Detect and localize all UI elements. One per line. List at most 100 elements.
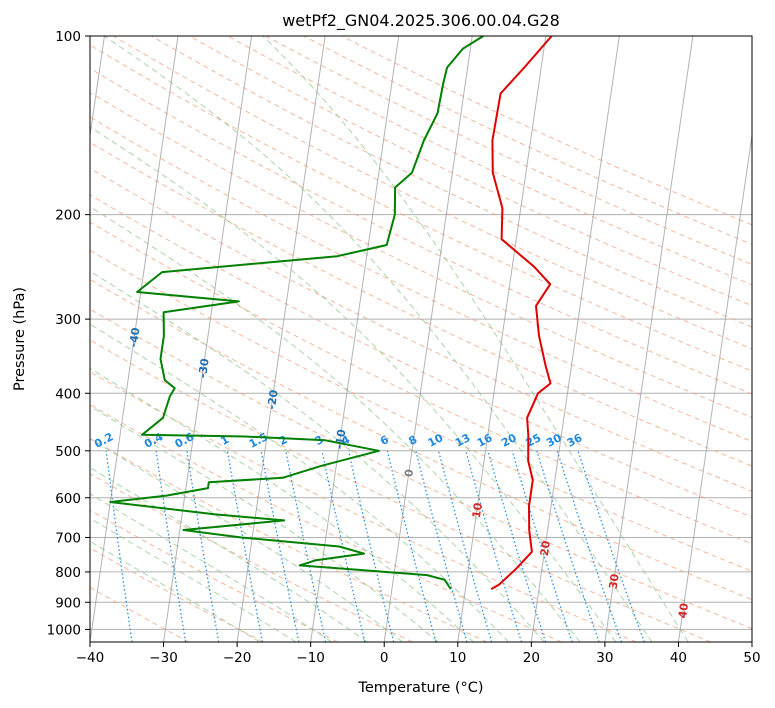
mixing-ratio-line [386,450,437,642]
dry-adiabat [90,509,339,642]
mixing-ratio-label: 20 [499,431,519,450]
y-tick-label: 700 [55,531,81,547]
mixing-ratio-line [437,450,493,642]
isotherm [457,36,547,642]
dry-adiabat [90,339,711,642]
dry-adiabat [90,67,752,395]
isotherm [383,36,473,642]
isotherm [90,36,105,139]
isotherm-label: 20 [538,540,553,557]
x-tick-label: −20 [223,650,252,666]
isotherm-label: -60 [0,246,7,268]
mixing-ratio-line [348,450,395,642]
isotherm [163,36,253,642]
dry-adiabat [90,308,752,630]
mixing-ratio-label: 25 [524,431,544,450]
dewpoint-line [109,36,484,590]
mixing-ratio-label: 0.2 [92,430,115,451]
y-tick-label: 400 [55,386,81,402]
x-axis-ticks: −40 −30 −20 −10 0 10 20 30 40 50 [76,642,761,666]
dry-adiabat [90,194,752,518]
y-tick-label: 100 [55,29,81,45]
moist-adiabat [90,206,581,642]
mixing-ratio-line [155,450,187,642]
dry-adiabat [90,586,189,642]
y-axis-title: Pressure (hPa) [12,287,28,391]
dry-adiabat [90,167,752,492]
isotherm-label: -20 [265,389,281,411]
mixing-ratio-line [536,450,600,642]
dry-adiabat [227,36,752,286]
isotherm-label: 0 [402,468,416,478]
x-tick-label: 10 [449,650,466,666]
dry-adiabat [90,116,752,442]
mixing-ratio-label: 36 [565,431,585,450]
mixing-ratio-line [577,450,645,642]
y-axis-ticks: 100 200 300 400 500 600 700 800 900 1000 [47,29,90,638]
x-tick-label: 40 [670,650,687,666]
profile-lines [109,36,553,590]
y-tick-label: 1000 [47,622,81,638]
moist-adiabat [90,540,261,642]
mixing-ratio-line [321,450,366,642]
mixing-ratio-line [465,450,523,642]
background-lines [90,36,752,642]
mixing-ratio-line [285,450,327,642]
mixing-ratio-line [487,450,547,642]
isotherm [236,36,326,642]
dry-adiabat [90,141,752,467]
mixing-ratio-label: 1.5 [247,430,270,451]
moist-adiabat [90,323,510,642]
y-tick-label: 900 [55,595,81,611]
mixing-ratio-label: 16 [475,431,495,450]
mixing-ratio-label: 0.6 [173,430,197,451]
x-tick-label: 20 [523,650,540,666]
chart-title: wetPf2_GN04.2025.306.00.04.G28 [282,11,560,31]
y-tick-label: 600 [55,491,81,507]
y-tick-label: 300 [55,312,81,328]
moist-adiabat [90,467,368,642]
moist-adiabat [262,36,689,642]
x-tick-label: 30 [596,650,613,666]
moist-adiabat [90,517,297,642]
mixing-ratio-label: 6 [378,433,391,448]
mixing-ratio-label: 30 [544,431,564,450]
y-tick-label: 800 [55,565,81,581]
moist-adiabat [90,270,545,642]
isotherm-label: 40 [676,602,691,619]
x-axis-title: Temperature (°C) [357,680,483,696]
isotherm-label: -40 [127,326,143,348]
isotherm [677,131,752,642]
dry-adiabat [90,371,637,642]
mixing-ratio-line [415,450,468,642]
x-tick-label: −10 [296,650,325,666]
dry-adiabat [90,44,752,372]
mixing-ratio-label: 10 [426,431,446,450]
isotherm-label: -30 [196,357,212,379]
isotherm [604,36,694,642]
dry-adiabat [90,278,752,601]
moist-adiabat [90,438,403,642]
mixing-ratio-line [556,450,623,642]
x-tick-label: 0 [380,650,389,666]
isotherm [310,36,400,642]
mixing-ratio-line [511,450,573,642]
isotherm-label: 30 [607,573,622,590]
mixing-ratio-line [260,450,300,642]
dry-adiabat [341,36,752,226]
isotherm [90,36,179,642]
dry-adiabat [90,221,752,545]
isopleth-labels: 0.10.20.40.611.52346810131620253036-100-… [0,246,691,619]
mixing-ratio-label: 2 [277,433,290,448]
moist-adiabat [90,367,474,642]
x-tick-label: 50 [743,650,760,666]
dry-adiabat [151,36,752,328]
moist-adiabat [90,493,332,642]
mixing-ratio-label: 8 [406,433,419,448]
mixing-ratio-line [186,450,220,642]
dry-adiabat [90,91,752,418]
y-tick-label: 500 [55,444,81,460]
moist-adiabat [104,36,653,642]
dry-adiabat [90,473,413,642]
